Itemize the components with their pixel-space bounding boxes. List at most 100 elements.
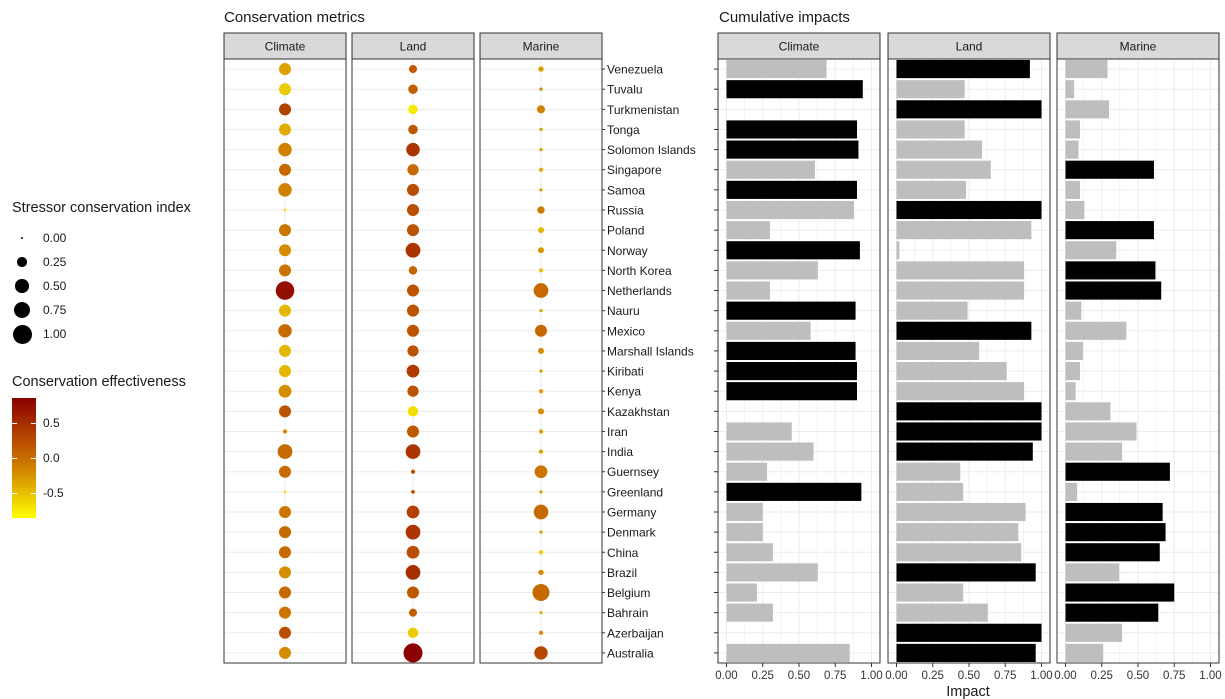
dot-climate-guernsey <box>278 465 292 478</box>
dot-marine-germany <box>533 504 549 520</box>
country-label-nauru: Nauru <box>607 304 640 318</box>
bar-marine-tuvalu <box>1065 80 1075 99</box>
dot-land-tuvalu <box>408 84 418 94</box>
bar-climate-kenya <box>726 382 857 401</box>
x-axis-label: Impact <box>946 684 990 699</box>
dot-land-china <box>406 545 420 559</box>
bar-climate-australia <box>726 643 850 662</box>
bar-climate-greenland <box>726 482 862 501</box>
country-label-kenya: Kenya <box>607 385 641 399</box>
dot-climate-russia <box>283 208 287 212</box>
dot-land-kenya <box>407 385 419 397</box>
dot-land-australia <box>403 643 423 663</box>
dot-land-norway <box>405 242 421 258</box>
bar-marine-kenya <box>1065 382 1076 401</box>
bar-marine-turkmenistan <box>1065 100 1109 119</box>
bar-climate-germany <box>726 502 763 522</box>
x-tick-label: 0.25 <box>1091 670 1113 682</box>
dot-marine-norway <box>537 247 545 254</box>
color-legend-tick <box>31 493 36 495</box>
dot-land-singapore <box>407 164 419 176</box>
bar-marine-belgium <box>1065 583 1175 602</box>
size-legend-dot <box>20 236 24 240</box>
bar-climate-norway <box>726 241 860 260</box>
dot-land-india <box>405 444 421 459</box>
country-label-turkmenistan: Turkmenistan <box>607 103 679 117</box>
dot-climate-nauru <box>278 304 292 317</box>
dot-climate-norway <box>278 244 292 257</box>
size-legend-title: Stressor conservation index <box>12 200 191 216</box>
dot-panel-land: Land <box>351 32 475 664</box>
dot-climate-azerbaijan <box>278 626 292 639</box>
dot-climate-marshall-islands <box>278 344 292 357</box>
dot-climate-iran <box>282 429 288 434</box>
bar-marine-north-korea <box>1065 261 1156 280</box>
dot-marine-brazil <box>538 569 544 576</box>
dot-climate-singapore <box>278 163 292 176</box>
dot-land-russia <box>406 203 420 217</box>
country-label-kazakhstan: Kazakhstan <box>607 405 670 419</box>
dot-climate-tuvalu <box>278 83 292 96</box>
dot-marine-australia <box>534 646 548 660</box>
dot-climate-belgium <box>278 586 292 599</box>
dot-marine-tonga <box>539 127 543 132</box>
bar-marine-germany <box>1065 502 1163 522</box>
dot-climate-denmark <box>278 526 292 539</box>
bar-marine-bahrain <box>1065 603 1159 622</box>
bar-land-guernsey <box>896 462 961 481</box>
dot-marine-china <box>538 550 544 555</box>
bar-land-netherlands <box>896 281 1025 300</box>
dot-marine-india <box>538 449 544 454</box>
color-legend-label: 0.0 <box>43 451 60 465</box>
bar-climate-guernsey <box>726 462 768 481</box>
dot-land-nauru <box>406 304 420 317</box>
bar-land-turkmenistan <box>896 100 1042 119</box>
dot-marine-kiribati <box>539 369 543 373</box>
country-label-tuvalu: Tuvalu <box>607 83 643 97</box>
dot-climate-greenland <box>283 490 287 494</box>
bar-land-poland <box>896 221 1032 240</box>
dot-climate-kenya <box>278 384 292 398</box>
country-label-greenland: Greenland <box>607 485 663 499</box>
strip-marine <box>479 32 603 60</box>
x-tick-label: 0.00 <box>1054 670 1076 682</box>
strip-marine <box>1056 32 1220 60</box>
bar-panel-land: Land 0.00 0.25 0.50 0.75 1.00 <box>885 32 1053 682</box>
bar-land-kiribati <box>896 362 1007 381</box>
bar-land-belgium <box>896 583 964 602</box>
dot-climate-germany <box>278 505 292 519</box>
dot-land-greenland <box>411 489 415 494</box>
dot-climate-poland <box>278 224 292 237</box>
bar-climate-solomon-islands <box>726 140 859 159</box>
dot-climate-bahrain <box>278 606 292 619</box>
country-label-kiribati: Kiribati <box>607 365 644 379</box>
dot-marine-iran <box>538 429 544 434</box>
dot-climate-china <box>278 546 292 559</box>
dot-marine-poland <box>537 227 545 234</box>
bar-marine-china <box>1065 543 1160 562</box>
x-tick-label: 0.25 <box>752 670 774 682</box>
country-label-marshall-islands: Marshall Islands <box>607 344 694 358</box>
bar-marine-nauru <box>1065 301 1082 320</box>
country-label-bahrain: Bahrain <box>607 606 648 620</box>
color-legend-title: Conservation effectiveness <box>12 374 186 390</box>
dot-marine-netherlands <box>533 283 549 298</box>
strip-label-marine: Marine <box>1120 40 1157 54</box>
bar-marine-marshall-islands <box>1065 341 1083 360</box>
bar-climate-north-korea <box>726 261 818 280</box>
size-legend-dot <box>13 301 31 319</box>
bar-marine-singapore <box>1065 160 1154 179</box>
bar-land-kenya <box>896 382 1025 401</box>
country-label-solomon-islands: Solomon Islands <box>607 143 696 157</box>
dot-climate-north-korea <box>278 264 292 277</box>
dot-climate-samoa <box>278 183 292 197</box>
bar-climate-nauru <box>726 301 856 320</box>
x-tick-label: 0.00 <box>885 670 907 682</box>
strip-climate <box>223 32 347 60</box>
dot-land-marshall-islands <box>407 345 419 357</box>
bar-marine-mexico <box>1065 321 1127 340</box>
dot-land-turkmenistan <box>408 104 418 115</box>
strip-climate <box>717 32 881 60</box>
color-legend-tick <box>31 422 36 424</box>
bar-marine-azerbaijan <box>1065 623 1123 642</box>
